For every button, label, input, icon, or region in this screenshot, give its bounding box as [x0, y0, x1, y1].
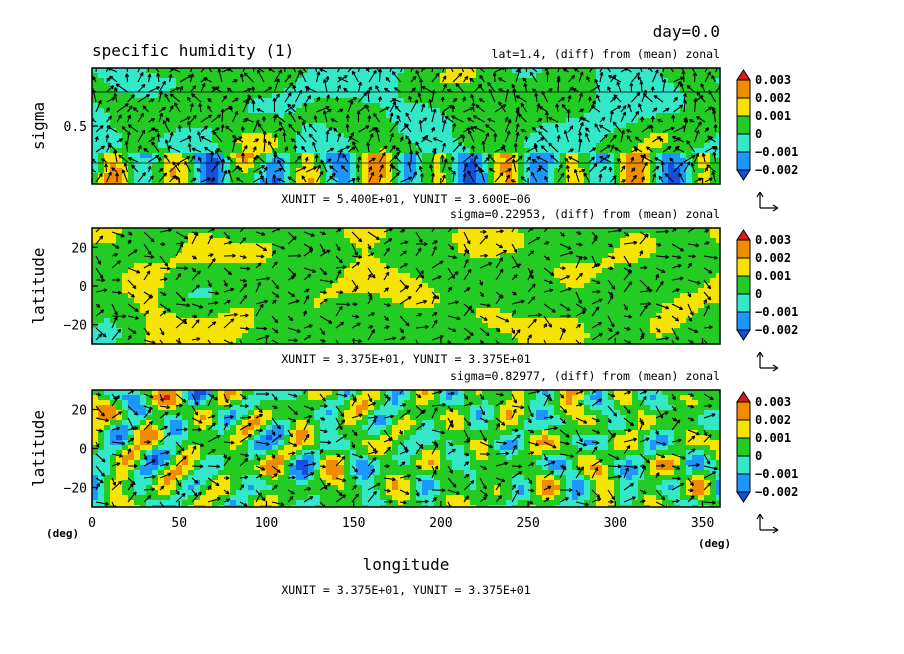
y-tick-label: 20 [71, 404, 87, 419]
colorbar-level-label: −0.001 [755, 305, 798, 319]
colorbar-level-label: 0.002 [755, 91, 791, 105]
day-label: day=0.0 [653, 22, 720, 41]
colorbar-bottom-arrow [736, 169, 751, 181]
colorbar-segment [736, 239, 751, 259]
colorbar-3: 0.003 0.002 0.001 0 −0.001 −0.002 [736, 391, 798, 503]
colorbar-top-arrow [736, 391, 751, 403]
y-tick-label: 0 [79, 280, 87, 295]
colorbar-level-label: 0.001 [755, 109, 791, 123]
colorbar-level-label: −0.002 [755, 485, 798, 499]
colorbar-segment [736, 133, 751, 153]
vector-overlay-1 [92, 68, 720, 184]
colorbar-bottom-arrow [736, 329, 751, 341]
colorbar-level-label: −0.002 [755, 323, 798, 337]
colorbar-segment [736, 311, 751, 331]
colorbar-segment [736, 437, 751, 457]
colorbar-level-label: 0.001 [755, 269, 791, 283]
unit-vector-key [756, 351, 779, 372]
x-unit-left: (deg) [46, 527, 79, 540]
shaded-field-1 [92, 68, 720, 184]
colorbar-level-label: −0.001 [755, 145, 798, 159]
y-tick-label: 0.5 [64, 120, 87, 135]
colorbar-2: 0.003 0.002 0.001 0 −0.001 −0.002 [736, 229, 798, 341]
x-tick-label: 300 [604, 516, 627, 531]
colorbar-segment [736, 115, 751, 135]
colorbar-segment [736, 473, 751, 493]
x-tick-label: 250 [516, 516, 539, 531]
vector-overlay-2 [95, 228, 718, 344]
y-tick-label: 20 [71, 241, 87, 256]
x-tick-label: 350 [691, 516, 714, 531]
x-axis-label: longitude [363, 555, 450, 574]
colorbar-level-label: 0 [755, 127, 762, 141]
figure-title: specific humidity (1) [92, 41, 294, 60]
colorbar-level-label: 0.003 [755, 233, 791, 247]
colorbar-level-label: 0.001 [755, 431, 791, 445]
x-tick-label: 0 [88, 516, 96, 531]
colorbar-segment [736, 275, 751, 295]
y-tick-label: −20 [64, 319, 87, 334]
colorbar-segment [736, 401, 751, 421]
colorbar-level-label: 0.002 [755, 251, 791, 265]
colorbar-segment [736, 293, 751, 313]
vector-overlay-3 [95, 390, 718, 507]
colorbar-level-label: 0 [755, 449, 762, 463]
y-tick-label: −20 [64, 482, 87, 497]
colorbar-segment [736, 79, 751, 99]
x-unit-right: (deg) [698, 537, 731, 550]
colorbar-top-arrow [736, 69, 751, 81]
colorbar-level-label: −0.002 [755, 163, 798, 177]
unit-vector-key [756, 191, 779, 212]
panel-3: 200−200 50 100 150 200 250 300 350latitudesigma… [29, 369, 798, 597]
panel-2: 20 0 −20 latitude sigma=0.22953, (diff) from… [29, 207, 798, 372]
x-tick-label: 200 [429, 516, 452, 531]
panel-info-label: lat=1.4, (diff) from (mean) zonal [492, 47, 720, 61]
y-tick-label: 0 [79, 443, 87, 458]
colorbar-level-label: 0.002 [755, 413, 791, 427]
unit-label: XUNIT = 3.375E+01, YUNIT = 3.375E+01 [281, 352, 530, 366]
colorbar-level-label: −0.001 [755, 467, 798, 481]
panel-1: 0.5 sigma lat=1.4, (diff) from (mean) zona… [29, 47, 798, 212]
y-axis-label: sigma [29, 102, 48, 150]
x-tick-label: 100 [255, 516, 278, 531]
colorbar-1: 0.003 0.002 0.001 0 −0.001 −0.002 [736, 69, 798, 181]
panel-info-label: sigma=0.82977, (diff) from (mean) zonal [450, 369, 720, 383]
unit-label: XUNIT = 3.375E+01, YUNIT = 3.375E+01 [281, 583, 530, 597]
colorbar-level-label: 0.003 [755, 395, 791, 409]
colorbar-segment [736, 97, 751, 117]
colorbar-bottom-arrow [736, 491, 751, 503]
x-tick-label: 50 [171, 516, 187, 531]
colorbar-segment [736, 151, 751, 171]
y-axis-label: latitude [29, 247, 48, 324]
colorbar-level-label: 0.003 [755, 73, 791, 87]
panel-info-label: sigma=0.22953, (diff) from (mean) zonal [450, 207, 720, 221]
colorbar-level-label: 0 [755, 287, 762, 301]
unit-vector-key [756, 513, 779, 534]
colorbar-top-arrow [736, 229, 751, 241]
colorbar-segment [736, 257, 751, 277]
unit-label: XUNIT = 5.400E+01, YUNIT = 3.600E−06 [281, 192, 530, 206]
colorbar-segment [736, 455, 751, 475]
x-tick-label: 150 [342, 516, 365, 531]
colorbar-segment [736, 419, 751, 439]
y-axis-label: latitude [29, 410, 48, 487]
